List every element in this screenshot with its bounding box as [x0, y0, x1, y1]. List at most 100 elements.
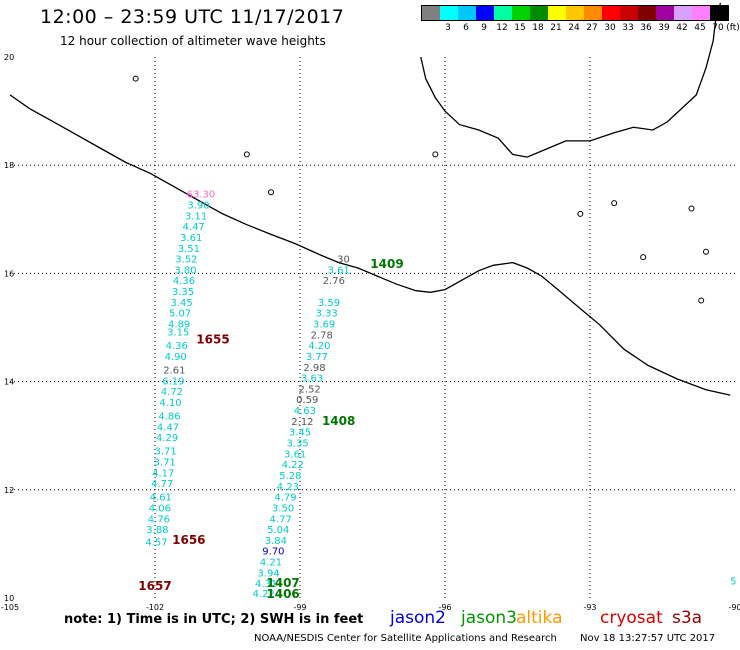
- legend-swatch: [458, 6, 476, 20]
- satellite-label-cryosat: cryosat: [600, 608, 663, 628]
- legend-swatch: [476, 6, 494, 20]
- legend-swatch: [548, 6, 566, 20]
- wave-height-label: 4.29: [156, 433, 178, 444]
- lake-outline: [688, 205, 695, 212]
- wave-height-label: 3.90: [187, 200, 209, 211]
- page-subtitle: 12 hour collection of altimeter wave hei…: [60, 34, 326, 48]
- legend-label: 70: [712, 23, 724, 33]
- wave-height-label: 3.11: [185, 211, 207, 222]
- legend-swatch: [566, 6, 584, 20]
- wave-height-label: 4.47: [157, 422, 179, 433]
- satellite-label-jason3: jason3: [461, 608, 517, 628]
- wave-height-label: 3.59: [318, 298, 340, 309]
- wave-height-label: 4.61: [150, 493, 172, 504]
- legend-label: 12: [496, 23, 508, 33]
- wave-height-label: 6.19: [162, 376, 184, 387]
- wave-height-label: 3.63: [301, 374, 323, 385]
- legend-swatch: [620, 6, 638, 20]
- wave-height-label: 3.77: [306, 352, 328, 363]
- wave-height-label: 4.76: [148, 514, 170, 525]
- wave-height-label: 4.36: [166, 341, 188, 352]
- wave-height-label: 3.71: [155, 447, 177, 458]
- wave-height-label: 4.77: [270, 514, 292, 525]
- legend-swatch: [512, 6, 530, 20]
- lon-tick-label: -90: [728, 603, 740, 612]
- gulf-coastline: [420, 2, 722, 158]
- lon-tick-label: -99: [293, 603, 306, 612]
- lat-tick-label: 10: [4, 594, 14, 603]
- wave-height-label: 0.59: [296, 395, 318, 406]
- lake-outline: [698, 297, 705, 304]
- graticule: [10, 57, 735, 598]
- lake-outline: [577, 210, 584, 217]
- wave-height-label: 4.10: [159, 398, 181, 409]
- legend-unit: (ft): [726, 23, 740, 33]
- pass-number-label: 1406: [266, 587, 299, 601]
- legend-label: 42: [676, 23, 688, 33]
- wave-height-label: 4.31: [255, 579, 277, 590]
- legend-label: 33: [622, 23, 634, 33]
- color-legend: 3 6 9 12 15 18 21 24 27 30 33 36 39 42 45 70 (ft): [421, 5, 740, 35]
- wave-height-label: 3.80: [174, 265, 196, 276]
- wave-height-label: 4.36: [173, 276, 195, 287]
- wave-height-label: 5.07: [169, 309, 191, 320]
- wave-height-label: 63.30: [187, 190, 216, 201]
- pass-number-label: 1409: [370, 257, 403, 271]
- wave-height-label: 3.52: [175, 255, 197, 266]
- wave-height-label: 3.50: [272, 503, 294, 514]
- wave-height-label: 3.61: [328, 265, 350, 276]
- legend-swatch: [710, 6, 728, 20]
- legend-swatch: [530, 6, 548, 20]
- legend-swatch: [584, 6, 602, 20]
- legend-label: 18: [532, 23, 544, 33]
- legend-label: 15: [514, 23, 526, 33]
- wave-height-label: 3.61: [284, 449, 306, 460]
- legend-label: 39: [658, 23, 670, 33]
- pass-number-label: 1655: [196, 333, 229, 347]
- lake-outline: [243, 151, 250, 158]
- credit-text: NOAA/NESDIS Center for Satellite Applica…: [254, 633, 557, 644]
- legend-swatch: [638, 6, 656, 20]
- page-title: 12:00 – 23:59 UTC 11/17/2017: [40, 6, 345, 28]
- coastline: [9, 2, 731, 396]
- wave-height-label: 4.79: [274, 493, 296, 504]
- wave-height-label: 3.45: [289, 428, 311, 439]
- legend-swatch: [494, 6, 512, 20]
- lon-tick-label: -102: [146, 603, 164, 612]
- notes-text: note: 1) Time is in UTC; 2) SWH is in fe…: [64, 612, 364, 627]
- legend-swatch: [674, 6, 692, 20]
- lon-tick-label: -105: [1, 603, 19, 612]
- lake-outline: [640, 254, 647, 261]
- pass-number-label: 1657: [138, 579, 171, 593]
- lat-tick-label: 18: [4, 161, 14, 170]
- lake-outline: [432, 151, 439, 158]
- wave-height-label: 9.70: [262, 547, 284, 558]
- wave-height-label: 3.33: [315, 309, 337, 320]
- legend-label: 36: [640, 23, 652, 33]
- wave-height-label: 2.61: [163, 365, 185, 376]
- pass-number-label: 1656: [172, 533, 205, 547]
- legend-label: 30: [604, 23, 616, 33]
- wave-height-label: 2.76: [323, 276, 345, 287]
- wave-height-label: 4.47: [183, 222, 205, 233]
- wave-height-label: 4.57: [145, 538, 167, 549]
- legend-swatch: [422, 6, 440, 20]
- lake-outline: [132, 75, 139, 82]
- wave-height-label: 3.35: [172, 287, 194, 298]
- wave-height-label: 4.21: [260, 558, 282, 569]
- lat-tick-label: 12: [4, 486, 14, 495]
- wave-height-label: 4.22: [253, 589, 275, 600]
- lat-tick-label: 16: [4, 269, 14, 278]
- wave-height-label: 4.20: [308, 341, 330, 352]
- wave-height-label: 3.15: [167, 328, 189, 339]
- wave-height-label: 4.22: [282, 460, 304, 471]
- pass-number-label: 1408: [322, 414, 355, 428]
- altimeter-tracks: 63.303.903.114.473.613.513.523.804.363.3…: [145, 190, 736, 600]
- wave-height-label: 3.84: [265, 536, 287, 547]
- lake-outline: [611, 200, 618, 207]
- legend-label: 21: [550, 23, 562, 33]
- wave-height-label: 2.98: [303, 363, 325, 374]
- wave-height-label: 4.86: [158, 411, 180, 422]
- legend-label: 6: [463, 23, 469, 33]
